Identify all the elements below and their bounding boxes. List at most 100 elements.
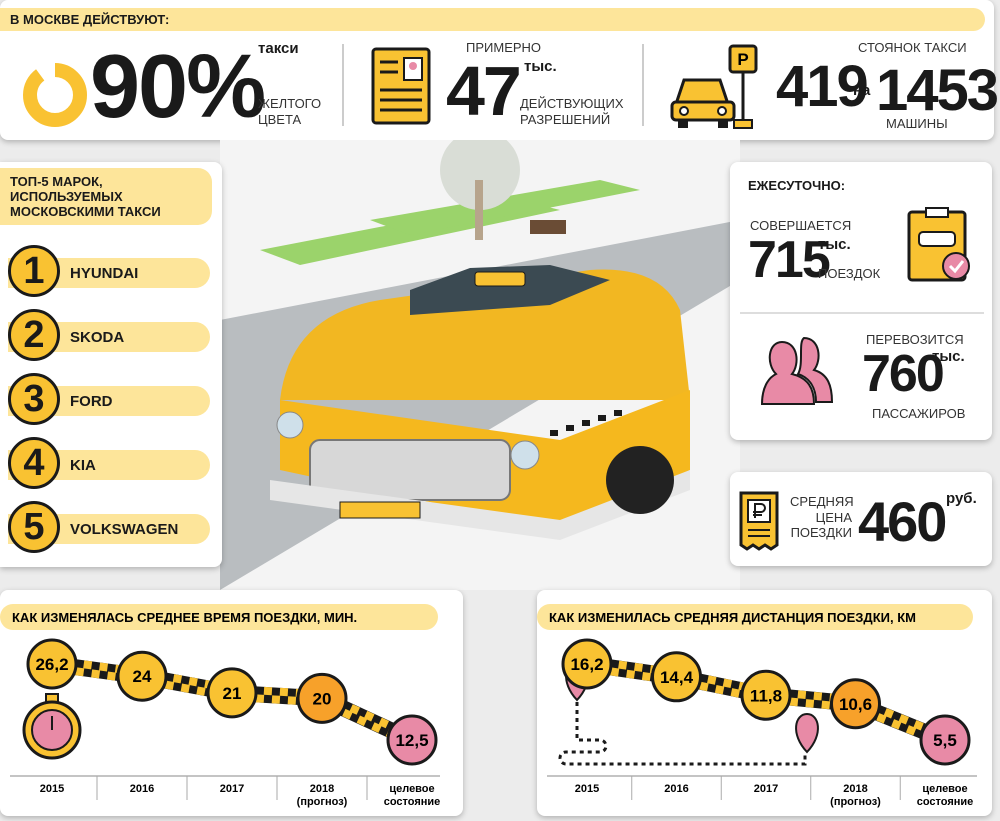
- passengers-caption: ПАССАЖИРОВ: [872, 406, 966, 421]
- brand-rank: 5: [8, 501, 60, 553]
- parking-caption-top: СТОЯНОК ТАКСИ: [858, 40, 967, 55]
- parking-icon: P: [670, 44, 758, 129]
- value-label: 11,8: [750, 686, 782, 705]
- brand-row: 4 KIA: [8, 437, 210, 489]
- category-label: 2015: [40, 783, 64, 795]
- value-circle: [561, 638, 613, 690]
- daily-title: ЕЖЕСУТОЧНО:: [748, 178, 846, 193]
- category-label: состояние: [384, 796, 441, 808]
- svg-text:P: P: [737, 50, 748, 69]
- value-circle: [206, 667, 258, 719]
- value-circle: [296, 672, 348, 724]
- caption-line: ЦЕНА: [815, 509, 852, 525]
- brand-row: 2 SKODA: [8, 309, 210, 361]
- chart-title: КАК ИЗМЕНИЛАСЬ СРЕДНЯЯ ДИСТАНЦИЯ ПОЕЗДКИ…: [549, 610, 916, 625]
- stopwatch-icon: [22, 693, 82, 760]
- value-label: 20: [313, 689, 332, 708]
- category-label: целевое: [389, 783, 434, 795]
- caption-line: ЦВЕТА: [258, 111, 302, 127]
- trips-pre: СОВЕРШАЕТСЯ: [750, 218, 852, 233]
- charts: КАК ИЗМЕНЯЛАСЬ СРЕДНЕЕ ВРЕМЯ ПОЕЗДКИ, МИ…: [0, 604, 977, 808]
- parking-value: 419: [776, 54, 869, 119]
- category-label: (прогноз): [297, 796, 348, 808]
- value-label: 16,2: [570, 655, 603, 674]
- title-line: ИСПОЛЬЗУЕМЫХ: [10, 189, 123, 204]
- value-label: 5,5: [933, 731, 957, 750]
- category-label: целевое: [922, 783, 967, 795]
- passengers-value: 760: [862, 345, 945, 403]
- trips-unit: тыс.: [818, 236, 851, 253]
- trips-value: 715: [748, 231, 831, 289]
- value-circle: [830, 678, 881, 730]
- value-circle: [740, 669, 792, 721]
- yellow-unit: такси: [258, 40, 299, 57]
- receipt-icon: [739, 491, 779, 551]
- passengers-unit: тыс.: [932, 348, 965, 365]
- donut-icon: [23, 63, 87, 127]
- chart-title: КАК ИЗМЕНЯЛАСЬ СРЕДНЕЕ ВРЕМЯ ПОЕЗДКИ, МИ…: [12, 610, 357, 625]
- brand-row: 1 HYUNDAI: [8, 245, 210, 297]
- title-pill: [0, 604, 438, 630]
- pin-icon: [795, 712, 819, 754]
- caption-line: ЖЕЛТОГО: [258, 96, 322, 111]
- value-label: 14,4: [660, 668, 694, 687]
- price-value: 460: [858, 490, 947, 553]
- passenger-icon: [760, 336, 834, 405]
- brand-rank: 4: [8, 437, 60, 489]
- brand-name: FORD: [70, 393, 113, 410]
- parking-mid: на: [853, 82, 871, 99]
- category-label: 2018: [843, 783, 867, 795]
- permit-icon: [371, 47, 431, 125]
- trips-caption: ПОЕЗДОК: [818, 266, 881, 281]
- category-label: 2017: [754, 783, 778, 795]
- value-label: 26,2: [35, 655, 68, 674]
- brand-row: 3 FORD: [8, 373, 210, 425]
- value-circle: [26, 638, 78, 690]
- caption-line: СРЕДНЯЯ: [790, 494, 854, 509]
- brand-rank: 2: [8, 309, 60, 361]
- value-label: 12,5: [395, 731, 428, 750]
- category-label: 2016: [130, 783, 154, 795]
- price-caption: СРЕДНЯЯ ЦЕНА ПОЕЗДКИ: [790, 494, 854, 541]
- category-label: 2015: [575, 783, 599, 795]
- brand-name: SKODA: [70, 329, 125, 346]
- brand-name: KIA: [70, 457, 96, 474]
- brand-row: 5 VOLKSWAGEN: [8, 501, 210, 553]
- caption-line: РАЗРЕШЕНИЙ: [520, 111, 611, 127]
- category-label: 2016: [664, 783, 688, 795]
- permits-caption: ДЕЙСТВУЮЩИХ РАЗРЕШЕНИЙ: [520, 96, 624, 127]
- trip-icon: [907, 207, 970, 282]
- permits-value: 47: [446, 52, 522, 130]
- value-circle: [116, 650, 168, 702]
- value-label: 21: [223, 684, 242, 703]
- brand-rank: 3: [8, 373, 60, 425]
- value-label: 24: [133, 667, 152, 686]
- brands-panel: [0, 162, 222, 567]
- title-pill: [537, 604, 973, 630]
- permits-pre: ПРИМЕРНО: [466, 40, 542, 55]
- caption-line: ПОЕЗДКИ: [790, 525, 852, 541]
- title-line: ТОП-5 МАРОК,: [10, 174, 103, 189]
- taxi-illustration: [220, 140, 740, 590]
- divider: [740, 312, 984, 314]
- top-title: В МОСКВЕ ДЕЙСТВУЮТ:: [0, 8, 985, 31]
- passengers-pre: ПЕРЕВОЗИТСЯ: [866, 332, 964, 347]
- parking-caption: МАШИНЫ: [886, 116, 948, 131]
- category-label: состояние: [917, 796, 974, 808]
- brands-title: ТОП-5 МАРОК, ИСПОЛЬЗУЕМЫХ МОСКОВСКИМИ ТАКС…: [0, 168, 212, 225]
- route-line: [558, 702, 807, 766]
- brand-name: HYUNDAI: [70, 265, 139, 282]
- yellow-share: 90%: [90, 37, 266, 137]
- category-label: 2017: [220, 783, 244, 795]
- brand-name: VOLKSWAGEN: [70, 521, 179, 538]
- brand-rank: 1: [8, 245, 60, 297]
- permits-unit: тыс.: [524, 58, 557, 75]
- yellow-caption: ЖЕЛТОГО ЦВЕТА: [258, 96, 321, 127]
- title-line: МОСКОВСКИМИ ТАКСИ: [10, 204, 161, 219]
- price-unit: руб.: [946, 490, 977, 507]
- divider: [642, 44, 644, 126]
- value-label: 10,6: [839, 695, 872, 714]
- value-circle: [386, 714, 438, 766]
- parking-value2: 1453: [876, 58, 999, 123]
